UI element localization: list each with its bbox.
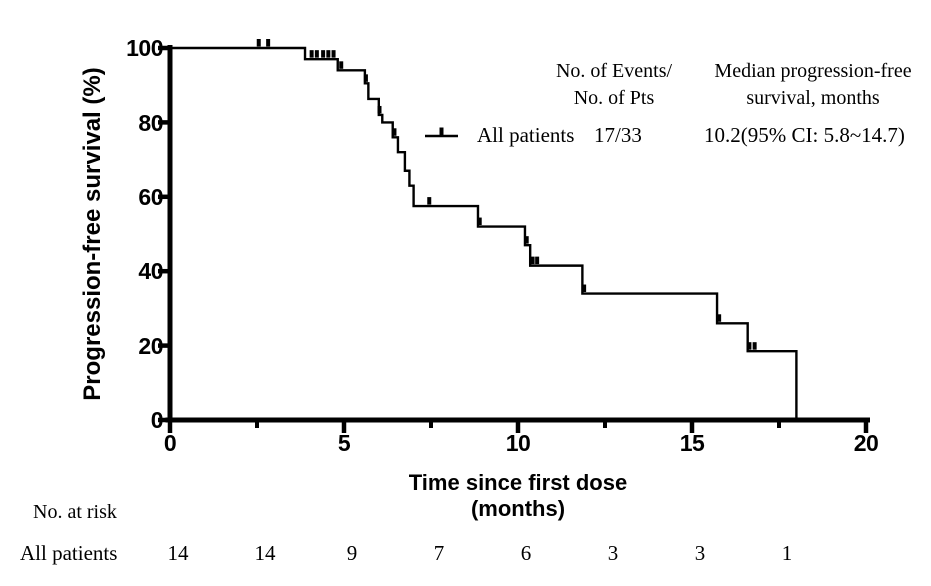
at-risk-row-label: All patients [20,541,118,565]
at-risk-count: 1 [781,541,793,565]
y-tick-label-40: 40 [138,258,163,284]
legend-median-header-line1: Median progression-free [714,60,912,82]
at-risk-count: 3 [607,541,619,565]
y-tick-label-100: 100 [126,35,163,61]
legend-events-header-line2: No. of Pts [573,87,655,109]
at-risk-count: 6 [520,541,532,565]
y-tick-label-20: 20 [138,333,163,359]
legend-median-value: 10.2(95% CI: 5.8~14.7) [704,123,905,147]
at-risk-count: 14 [254,541,276,565]
at-risk-count: 14 [167,541,189,565]
legend-series-label: All patients [477,123,575,147]
y-tick-label-60: 60 [138,184,163,210]
survival-curve [170,46,798,420]
legend-events-header: No. of Events/ No. of Pts [529,58,699,112]
at-risk-count: 7 [433,541,445,565]
legend-events-header-line1: No. of Events/ [555,60,673,82]
x-axis-title: Time since first dose (months) [408,470,628,521]
y-tick-label-80: 80 [138,110,163,136]
at-risk-count: 9 [346,541,358,565]
at-risk-count: 3 [694,541,706,565]
x-tick-label-10: 10 [505,430,531,456]
x-tick-label-0: 0 [163,430,177,456]
at-risk-title: No. at risk [33,501,117,523]
x-tick-label-5: 5 [337,430,351,456]
legend-median-header: Median progression-free survival, months [698,58,928,112]
x-tick-label-20: 20 [853,430,879,456]
legend-median-header-line2: survival, months [746,87,880,109]
y-tick-label-0: 0 [150,407,164,433]
x-tick-label-15: 15 [679,430,705,456]
legend-events-value: 17/33 [594,123,642,147]
